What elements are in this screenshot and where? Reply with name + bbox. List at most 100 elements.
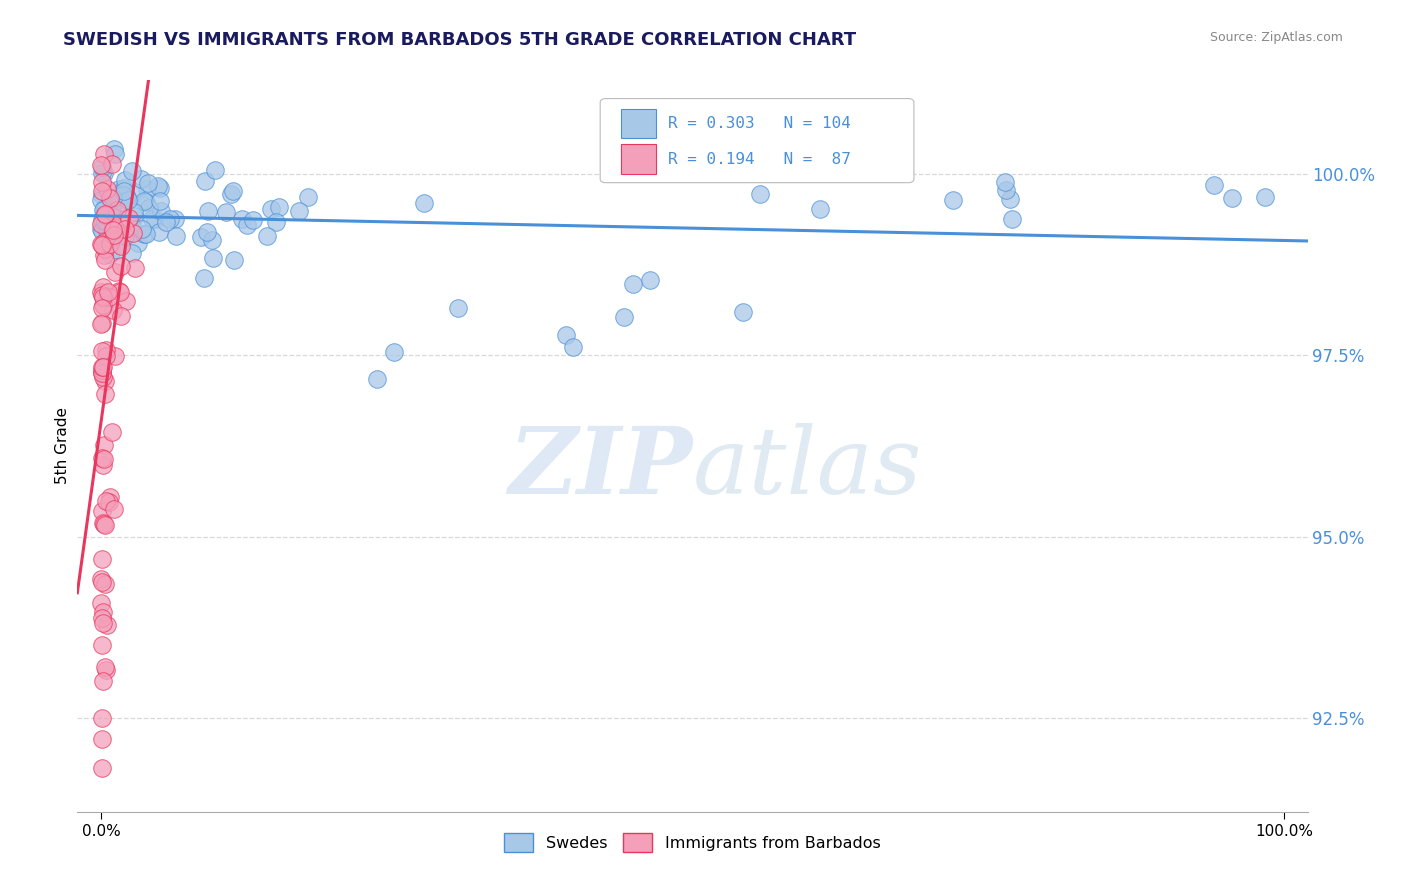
Point [90, 175, 112, 189]
Point [204, 162, 226, 177]
Point [93, 616, 115, 631]
Point [91, 360, 114, 375]
Point [155, 215, 177, 229]
Point [165, 228, 187, 243]
Point [98, 191, 121, 205]
Point [562, 340, 585, 354]
Point [96, 618, 118, 632]
Point [447, 301, 470, 315]
Point [994, 175, 1017, 189]
Point [148, 225, 170, 239]
Point [1254, 190, 1277, 204]
Point [96, 343, 118, 357]
Point [103, 142, 125, 156]
Point [91, 288, 114, 302]
Text: SWEDISH VS IMMIGRANTS FROM BARBADOS 5TH GRADE CORRELATION CHART: SWEDISH VS IMMIGRANTS FROM BARBADOS 5TH … [63, 31, 856, 49]
Point [94, 202, 117, 216]
Point [93, 387, 115, 401]
Point [91, 298, 114, 312]
Point [111, 218, 134, 232]
Point [117, 190, 139, 204]
Point [122, 209, 145, 223]
Point [94, 208, 117, 222]
Point [555, 327, 578, 342]
Point [149, 194, 172, 208]
Point [100, 232, 122, 246]
Point [91, 202, 114, 217]
Point [96, 223, 118, 237]
Point [201, 233, 224, 247]
Point [93, 517, 115, 532]
Bar [621, 109, 655, 138]
Point [91, 761, 114, 775]
Point [112, 181, 135, 195]
Point [90, 301, 112, 316]
Point [98, 290, 121, 304]
Point [638, 272, 661, 286]
Point [134, 194, 156, 208]
Point [101, 217, 124, 231]
Point [93, 248, 115, 262]
Point [121, 246, 143, 260]
Point [90, 236, 112, 251]
Point [110, 239, 132, 253]
Point [90, 596, 112, 610]
Point [98, 491, 121, 505]
Point [90, 285, 112, 299]
Point [96, 182, 118, 196]
Point [613, 310, 636, 325]
Point [114, 294, 136, 309]
Point [118, 211, 141, 225]
Point [107, 203, 129, 218]
Point [91, 166, 114, 180]
Point [91, 370, 114, 384]
Point [93, 235, 115, 250]
Point [148, 179, 170, 194]
Point [731, 304, 754, 318]
Point [129, 171, 152, 186]
Point [94, 374, 117, 388]
Point [104, 265, 127, 279]
Point [103, 502, 125, 516]
Point [107, 243, 129, 257]
Point [100, 230, 122, 244]
Point [94, 663, 117, 677]
Point [219, 187, 242, 202]
Point [91, 458, 114, 473]
Point [101, 425, 124, 440]
Point [91, 504, 114, 518]
Point [93, 166, 115, 180]
Point [808, 202, 831, 216]
Point [91, 359, 114, 374]
Point [132, 227, 155, 242]
Point [159, 211, 181, 226]
Point [90, 158, 112, 172]
Point [127, 235, 149, 250]
Point [111, 195, 134, 210]
Point [91, 280, 114, 294]
Point [110, 309, 132, 323]
Point [297, 190, 319, 204]
Point [104, 220, 127, 235]
Point [231, 212, 253, 227]
Point [90, 366, 112, 380]
Point [90, 224, 112, 238]
Point [90, 366, 112, 380]
Point [96, 285, 118, 299]
Point [382, 345, 405, 359]
Point [749, 186, 772, 201]
Point [94, 494, 117, 508]
Point [104, 146, 127, 161]
Point [108, 285, 131, 300]
Point [94, 214, 117, 228]
Point [93, 452, 115, 467]
Point [101, 303, 124, 318]
Point [222, 253, 245, 268]
Point [94, 242, 117, 256]
Point [93, 299, 115, 313]
Legend: Swedes, Immigrants from Barbados: Swedes, Immigrants from Barbados [498, 826, 887, 859]
Point [995, 183, 1018, 197]
Point [138, 202, 160, 216]
Point [100, 223, 122, 237]
Point [190, 230, 212, 244]
